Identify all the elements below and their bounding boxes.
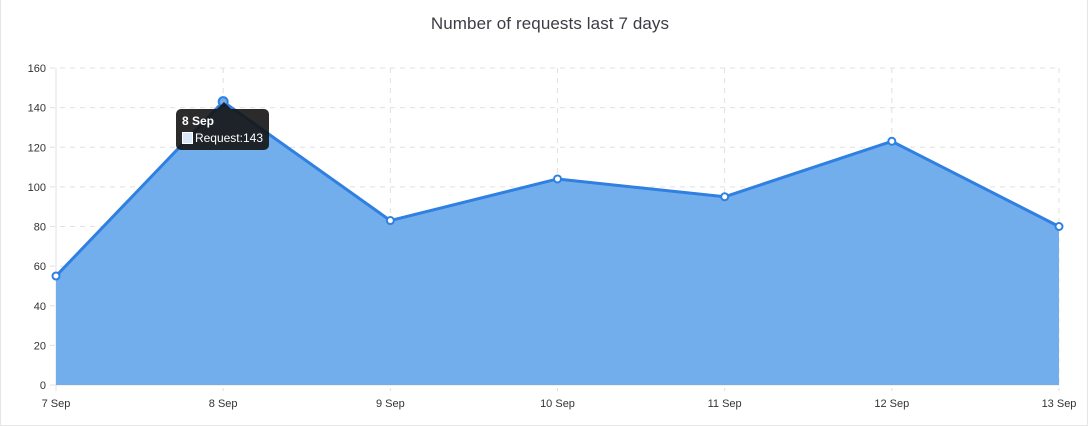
data-point: [51, 271, 61, 281]
tooltip-label: Request:143: [194, 131, 263, 145]
y-tick-label: 40: [34, 301, 46, 313]
x-tick-label: 8 Sep: [209, 398, 238, 410]
series-area: [56, 101, 1059, 386]
y-tick-label: 120: [28, 142, 46, 154]
data-point: [385, 216, 395, 226]
y-tick-label: 100: [28, 182, 46, 194]
y-tick-label: 0: [40, 380, 46, 392]
y-tick-label: 80: [34, 222, 46, 234]
data-point: [1054, 222, 1064, 231]
x-tick-label: 13 Sep: [1042, 398, 1077, 410]
x-tick-label: 9 Sep: [376, 398, 405, 410]
y-tick-label: 140: [28, 103, 46, 115]
x-tick-label: 10 Sep: [540, 398, 575, 410]
legend-swatch-icon: [182, 132, 193, 144]
x-tick-label: 12 Sep: [874, 398, 909, 410]
y-tick-label: 160: [28, 63, 46, 75]
data-point: [887, 136, 897, 146]
data-tooltip: 8 Sep Request:143: [176, 102, 269, 150]
y-tick-label: 20: [34, 340, 46, 352]
tooltip-row: Request:143: [182, 131, 263, 145]
data-point: [720, 192, 730, 202]
data-point: [553, 174, 562, 184]
tooltip-title: 8 Sep: [182, 114, 215, 128]
x-tick-label: 11 Sep: [708, 398, 742, 410]
x-tick-label: 7 Sep: [42, 398, 71, 410]
y-tick-label: 60: [34, 261, 46, 273]
chart-title: Number of requests last 7 days: [430, 14, 670, 33]
